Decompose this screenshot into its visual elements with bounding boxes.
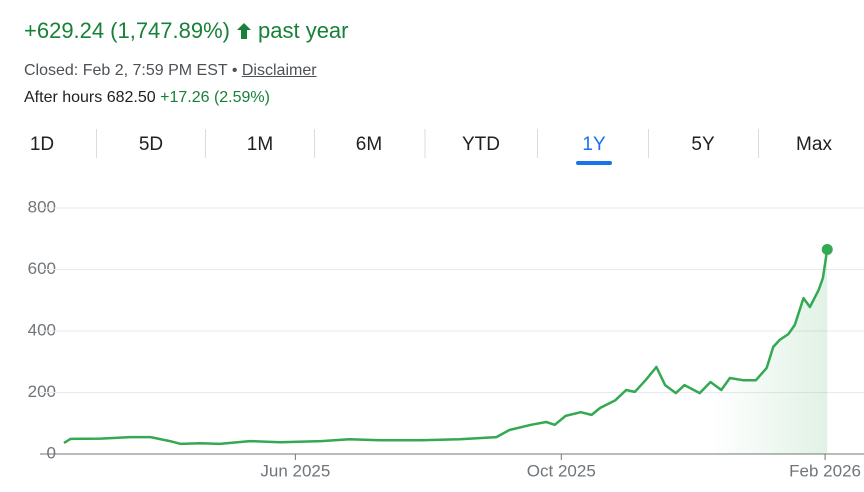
tab[interactable]: Max [796,134,832,155]
disclaimer[interactable]: Disclaimer [241,62,317,79]
up-arrow [237,23,251,39]
tab[interactable]: 1D [30,134,54,155]
change-line: +629.24 (1,747.89%) past year [24,18,349,44]
period: past year [258,18,349,43]
change-pct: (1,747.89%) [110,18,230,43]
x-tick-label: Jun 2025 [260,461,330,480]
tab[interactable]: 6M [356,134,382,155]
last-point [821,243,833,255]
y-tick-label: 600 [28,259,56,278]
x-tick-label: Oct 2025 [527,461,596,480]
tab[interactable]: 1Y [582,134,606,155]
after-hours-change: +17.26 (2.59%) [160,89,270,106]
after-hours-price: 682.50 [106,89,156,106]
separator: • [231,62,238,79]
tab[interactable]: YTD [462,134,500,155]
tab[interactable]: 5D [139,134,163,155]
x-tick-label: Feb 2026 [789,461,861,480]
y-tick-label: 400 [28,320,56,339]
area [64,249,828,454]
change: +629.24 [24,18,105,43]
after-hours-line: After hours 682.50 +17.26 (2.59%) [24,89,270,107]
closed: Closed: Feb 2, 7:59 PM EST [24,62,228,79]
y-tick-label: 800 [28,197,56,216]
tab[interactable]: 1M [247,134,273,155]
y-tick-label: 0 [47,443,56,462]
closed-line: Closed: Feb 2, 7:59 PM EST • Disclaimer [24,62,317,80]
y-tick-label: 200 [28,382,56,401]
after-hours-label: After hours [24,89,103,106]
tab-indicator [576,161,612,165]
tab[interactable]: 5Y [691,134,715,155]
price-line [63,249,829,446]
